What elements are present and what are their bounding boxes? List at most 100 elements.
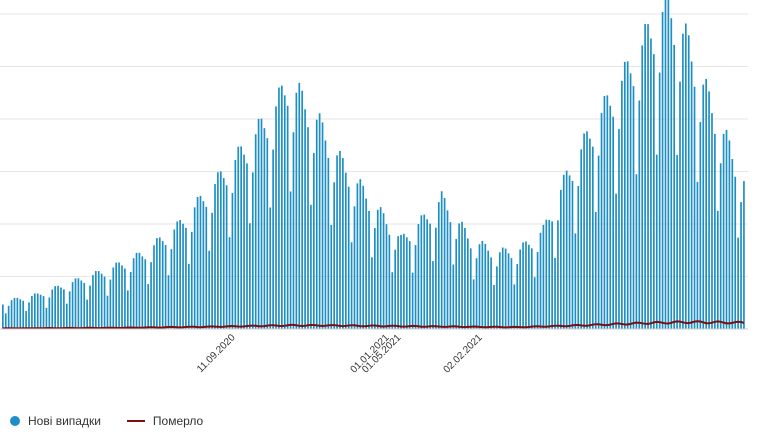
bar-new-cases [228, 237, 231, 329]
bar-new-cases [374, 228, 376, 329]
bar-new-cases [661, 12, 664, 330]
bar-new-cases [312, 153, 315, 329]
bar-new-cases [141, 256, 144, 329]
bar-new-cases [83, 282, 86, 329]
bar-new-cases [490, 257, 492, 329]
bar-new-cases [455, 238, 458, 329]
bar-new-cases [368, 210, 370, 329]
bar-new-cases [190, 231, 193, 329]
bar-new-cases [403, 233, 405, 329]
bar-new-cases [89, 285, 91, 329]
bar-new-cases [138, 252, 141, 329]
bar-new-cases [397, 236, 399, 329]
bar-new-cases [173, 229, 176, 329]
bar-new-cases [435, 227, 437, 329]
bar-new-cases [2, 304, 4, 329]
bar-new-cases [28, 302, 30, 329]
bar-new-cases [725, 129, 728, 329]
bar-new-cases [478, 244, 481, 329]
bar-new-cases [362, 185, 365, 329]
bar-new-cases [347, 186, 350, 329]
bar-new-cases [676, 154, 678, 329]
bar-new-cases [443, 197, 446, 329]
bar-new-cases [86, 299, 88, 329]
bar-new-cases [7, 305, 10, 329]
bar-new-cases [126, 290, 129, 329]
bar-new-cases [45, 307, 48, 329]
bar-new-cases [551, 221, 553, 329]
bar-new-cases [437, 202, 440, 329]
legend: Нові випадки Померло [10, 414, 229, 428]
bar-new-cases [687, 35, 690, 330]
bar-new-cases [467, 238, 469, 329]
bar-new-cases [68, 291, 71, 329]
new-cases-legend-dot [10, 416, 20, 426]
legend-item-new-cases[interactable]: Нові випадки [10, 414, 101, 428]
bar-new-cases [629, 73, 632, 329]
bar-new-cases [272, 149, 274, 329]
bar-new-cases [365, 198, 367, 329]
bar-new-cases [539, 232, 542, 329]
bar-new-cases [106, 295, 109, 329]
bar-new-cases [673, 44, 676, 329]
bar-new-cases [586, 131, 588, 329]
bar-new-cases [318, 113, 321, 329]
bar-new-cases [623, 61, 626, 329]
legend-item-deaths[interactable]: Померло [126, 414, 203, 428]
bar-new-cases [263, 128, 266, 329]
bar-new-cases [275, 106, 277, 330]
bar-new-cases [222, 178, 225, 329]
bar-new-cases [147, 284, 149, 329]
bar-new-cases [400, 234, 402, 329]
bar-new-cases [562, 174, 565, 329]
bar-new-cases [429, 223, 431, 329]
bar-new-cases [266, 138, 269, 329]
bar-new-cases [696, 181, 699, 329]
bar-new-cases [188, 263, 190, 329]
bar-new-cases [682, 33, 684, 330]
bar-new-cases [339, 150, 341, 329]
bar-new-cases [423, 214, 426, 329]
bar-new-cases [545, 219, 548, 329]
bar-new-cases [60, 287, 62, 329]
bar-new-cases [714, 133, 716, 329]
bar-new-cases [95, 271, 97, 329]
bar-new-cases [121, 265, 123, 329]
bar-new-cases [522, 242, 524, 329]
bar-new-cases [388, 234, 391, 329]
bar-new-cases [705, 78, 707, 329]
bar-new-cases [711, 113, 713, 329]
bar-new-cases [103, 276, 106, 329]
bar-new-cases [65, 303, 68, 329]
bar-new-cases [16, 297, 19, 329]
bar-new-cases [109, 279, 112, 329]
bar-new-cases [42, 296, 45, 329]
bar-new-cases [702, 84, 705, 329]
bar-new-cases [57, 285, 59, 329]
bar-new-cases [161, 241, 164, 329]
bar-new-cases [260, 118, 263, 330]
bar-new-cases [597, 155, 600, 329]
bar-new-cases [269, 207, 272, 329]
bar-new-cases [510, 258, 513, 329]
bar-new-cases [92, 275, 94, 329]
bar-new-cases [333, 182, 335, 329]
bar-new-cases [519, 249, 521, 329]
bar-new-cases [292, 132, 295, 329]
bar-new-cases [606, 95, 609, 329]
deaths-line [2, 320, 745, 330]
bar-new-cases [542, 224, 545, 329]
bar-new-cases [164, 245, 167, 329]
bar-new-cases [199, 195, 202, 329]
bar-new-cases [301, 90, 304, 329]
bar-new-cases [565, 170, 568, 329]
bar-new-cases [71, 282, 74, 329]
bar-new-cases [219, 171, 222, 329]
bar-new-cases [281, 85, 283, 330]
bar-new-cases [600, 113, 603, 329]
bar-new-cases [118, 262, 120, 329]
bar-new-cases [641, 45, 644, 329]
bar-new-cases [225, 185, 228, 329]
bar-new-cases [504, 248, 507, 329]
